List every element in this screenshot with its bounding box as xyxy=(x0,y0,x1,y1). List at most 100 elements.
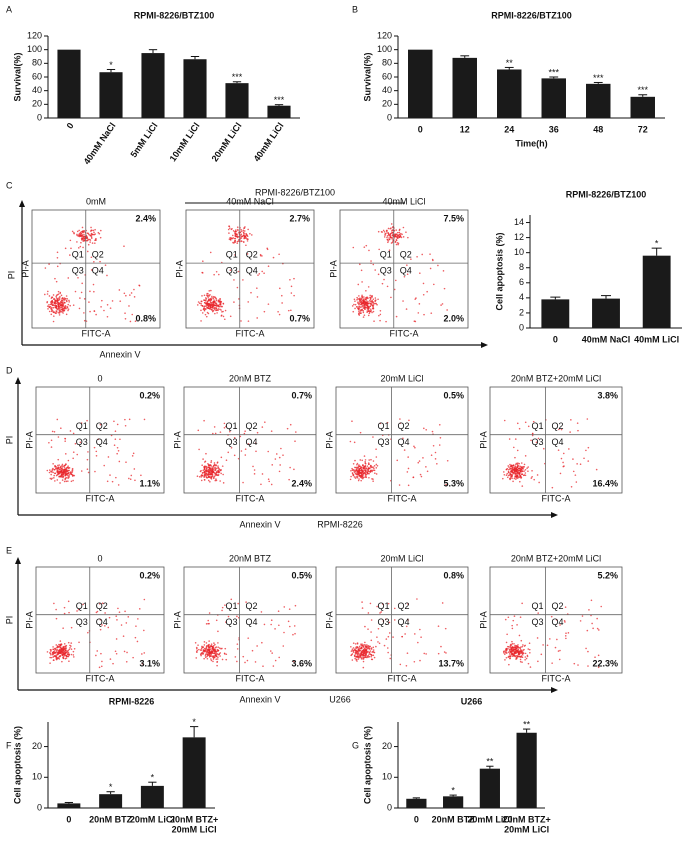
cell-dot xyxy=(201,474,204,477)
bar xyxy=(140,785,164,808)
cell-dot xyxy=(551,486,554,489)
channel-label: PI-A xyxy=(24,431,34,449)
cell-dot xyxy=(99,618,102,621)
cell-dot xyxy=(423,652,426,655)
cell-dot xyxy=(386,421,389,424)
cell-dot xyxy=(245,244,247,247)
cell-dot xyxy=(74,290,77,293)
cell-dot xyxy=(362,310,365,312)
plot-label: 20mM LiCl xyxy=(380,373,423,383)
cell-dot xyxy=(116,423,119,426)
cell-dot xyxy=(350,469,352,472)
y-axis-label: PI xyxy=(4,436,14,445)
cell-dot xyxy=(509,657,511,659)
cell-dot xyxy=(352,474,355,476)
cell-dot xyxy=(80,241,82,244)
cell-dot xyxy=(229,430,231,433)
cell-dot xyxy=(215,646,218,648)
cell-dot xyxy=(402,300,404,302)
cell-dot xyxy=(259,253,262,256)
cell-dot xyxy=(245,232,247,235)
cell-dot xyxy=(211,295,213,298)
plot-label: 20nM BTZ xyxy=(229,553,272,563)
channel-label: FITC-A xyxy=(236,328,265,338)
bar xyxy=(592,298,620,328)
cell-dot xyxy=(207,479,210,482)
cell-dot xyxy=(283,631,285,634)
cell-dot xyxy=(379,422,382,425)
cell-dot xyxy=(572,458,574,460)
cell-dot xyxy=(109,658,112,660)
cell-dot xyxy=(60,427,62,429)
cell-dot xyxy=(372,302,375,304)
cell-dot xyxy=(204,313,207,316)
cell-dot xyxy=(531,470,533,472)
cell-dot xyxy=(524,469,527,471)
cell-dot xyxy=(99,423,102,426)
cell-dot xyxy=(405,625,408,628)
cell-dot xyxy=(508,468,510,471)
cell-dot xyxy=(117,607,119,610)
cell-dot xyxy=(507,651,510,654)
cell-dot xyxy=(402,437,404,440)
cell-dot xyxy=(517,469,520,472)
cell-dot xyxy=(362,299,365,302)
cell-dot xyxy=(367,647,370,650)
cell-dot xyxy=(58,475,61,478)
cell-dot xyxy=(224,309,227,312)
chart-title: RPMI-8226 xyxy=(109,696,155,706)
cell-dot xyxy=(364,460,366,463)
cell-dot xyxy=(363,306,366,308)
cell-dot xyxy=(393,619,396,621)
cell-dot xyxy=(208,466,210,469)
cell-dot xyxy=(527,662,530,665)
plot-label: 40mM NaCl xyxy=(226,196,274,206)
cell-dot xyxy=(64,474,67,477)
channel-label: PI-A xyxy=(328,260,338,278)
cell-dot xyxy=(517,472,520,474)
cell-dot xyxy=(201,646,204,649)
cell-dot xyxy=(55,617,58,620)
cell-dot xyxy=(244,454,247,456)
cell-dot xyxy=(510,464,513,466)
cell-dot xyxy=(357,648,360,651)
cell-dot xyxy=(208,653,210,656)
plot-frame xyxy=(489,566,623,674)
cell-dot xyxy=(233,301,235,303)
cell-dot xyxy=(353,298,356,301)
cell-dot xyxy=(205,642,208,644)
cell-dot xyxy=(372,480,374,482)
cell-dot xyxy=(507,470,510,473)
cell-dot xyxy=(372,646,375,649)
cell-dot xyxy=(101,299,103,302)
bar xyxy=(541,78,566,118)
cell-dot xyxy=(422,457,424,459)
cell-dot xyxy=(51,469,53,472)
cell-dot xyxy=(419,272,421,274)
cell-dot xyxy=(202,649,205,652)
cell-dot xyxy=(236,242,239,244)
quadrant-label: Q1 xyxy=(72,249,84,259)
cell-dot xyxy=(214,296,217,299)
cell-dot xyxy=(209,251,212,254)
cell-dot xyxy=(364,656,367,658)
quadrant-label: Q3 xyxy=(377,437,389,447)
cell-dot xyxy=(370,655,373,658)
cell-dot xyxy=(366,308,369,310)
cell-dot xyxy=(79,231,82,234)
cell-dot xyxy=(236,615,238,618)
cell-dot xyxy=(62,312,64,314)
cell-dot xyxy=(381,603,384,605)
cell-dot xyxy=(200,469,202,472)
cell-dot xyxy=(114,438,117,441)
cell-dot xyxy=(441,602,444,604)
cell-dot xyxy=(349,478,352,481)
bar xyxy=(516,732,537,808)
cell-dot xyxy=(72,432,75,435)
cell-dot xyxy=(352,642,355,644)
cell-dot xyxy=(62,652,65,655)
cell-dot xyxy=(507,616,510,619)
cell-dot xyxy=(60,651,63,653)
cell-dot xyxy=(365,467,367,470)
x-tick-label: 20nM BTZ xyxy=(432,814,476,824)
